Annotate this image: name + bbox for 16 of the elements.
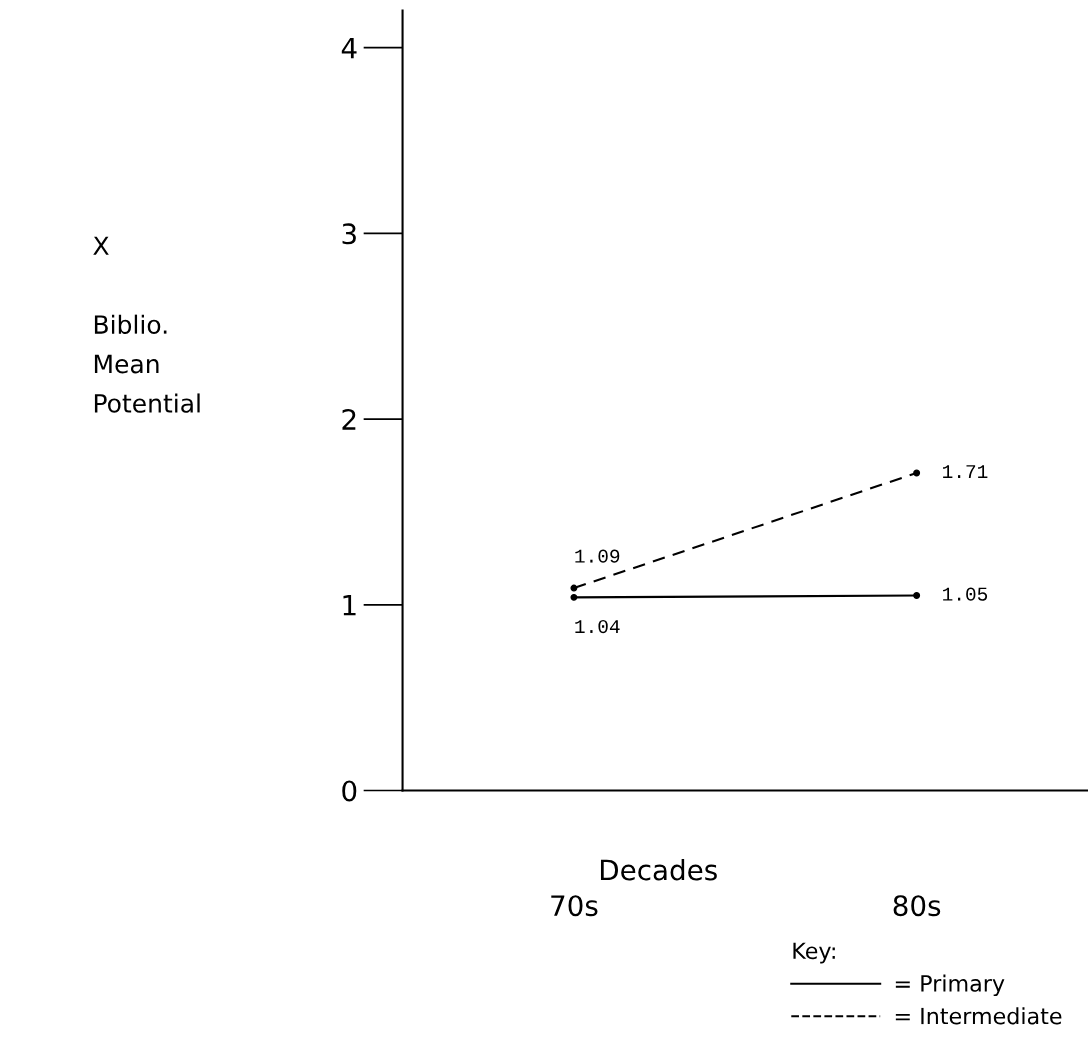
y-tick-label: 4: [341, 37, 357, 59]
legend-title: Key:: [793, 942, 835, 964]
y-tick-label: 2: [342, 409, 356, 430]
x-tick-label: 70s: [551, 895, 598, 917]
data-label: 1.71: [943, 465, 988, 478]
legend-label: = Intermediate: [895, 1007, 1062, 1025]
data-label: 1.05: [943, 587, 988, 601]
x-tick-label: 80s: [893, 895, 941, 917]
y-tick-label: 3: [342, 223, 356, 245]
y-tick-label: 0: [342, 780, 357, 802]
data-label: 1.04: [575, 619, 620, 634]
data-label: 1.09: [575, 549, 620, 563]
y-tick-label: 1: [343, 595, 356, 616]
text: X Biblio. Mean Potential: [93, 236, 200, 413]
legend-label: = Primary: [895, 974, 1005, 997]
x-axis-title: Decades: [600, 859, 717, 881]
